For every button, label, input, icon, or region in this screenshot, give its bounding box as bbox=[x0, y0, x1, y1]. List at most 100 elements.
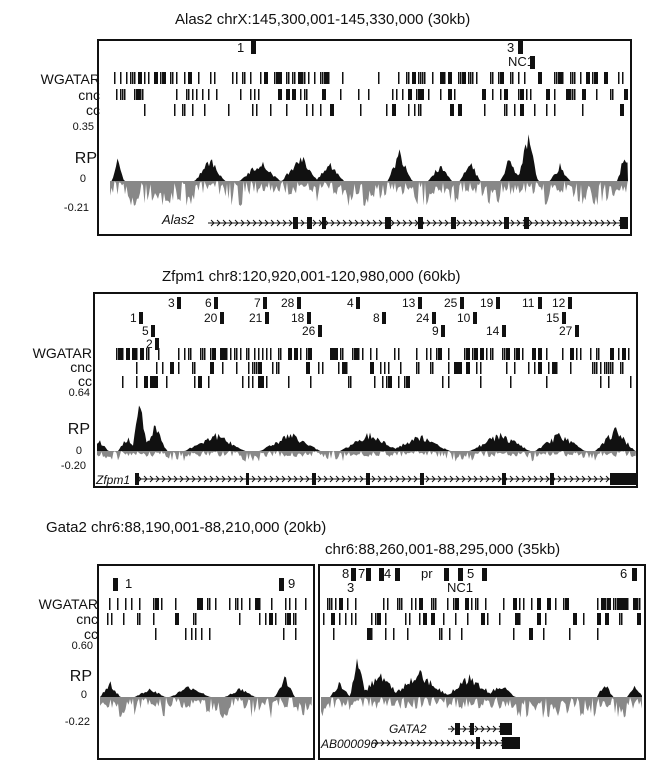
wgatar-mark bbox=[358, 348, 360, 360]
wgatar-mark bbox=[628, 348, 630, 360]
wgatar-mark bbox=[514, 348, 516, 360]
wgatar-mark bbox=[619, 598, 621, 610]
wgatar-mark bbox=[236, 72, 238, 84]
wgatar-mark bbox=[190, 348, 192, 360]
cnc-mark bbox=[466, 362, 470, 374]
cnc-mark bbox=[608, 362, 610, 374]
zfpm1-gene-arrow bbox=[377, 475, 382, 483]
cnc-mark bbox=[120, 89, 122, 100]
alas2-gene-arrow bbox=[444, 219, 449, 227]
wgatar-mark bbox=[146, 348, 148, 360]
alas2-gene-arrow bbox=[396, 219, 401, 227]
wgatar-mark bbox=[416, 348, 418, 360]
alas2-gene-arrow bbox=[540, 219, 545, 227]
gata2-right-rp-positive bbox=[321, 658, 642, 697]
cc-mark bbox=[392, 104, 396, 116]
wgatar-mark bbox=[270, 348, 272, 360]
zfpm1-gene-arrow bbox=[197, 475, 202, 483]
zfpm1-ytick-bottom: -0.20 bbox=[60, 460, 86, 472]
zfpm1-site-mark bbox=[496, 297, 500, 309]
alas2-gene-exon bbox=[451, 217, 456, 229]
zfpm1-gene-arrow bbox=[179, 475, 184, 483]
wgatar-mark bbox=[592, 72, 594, 84]
cc-mark bbox=[414, 104, 416, 116]
cc-mark bbox=[185, 628, 187, 640]
cnc-mark bbox=[416, 89, 418, 100]
zfpm1-cc-label: cc bbox=[78, 373, 92, 389]
cnc-mark bbox=[428, 89, 430, 100]
zfpm1-rp-label: RP bbox=[67, 421, 90, 438]
cc-mark bbox=[330, 104, 334, 116]
alas2-gene-arrow bbox=[252, 219, 257, 227]
wgatar-mark bbox=[292, 72, 294, 84]
cnc-mark bbox=[596, 362, 598, 374]
alas2-gene-arrow bbox=[378, 219, 383, 227]
cnc-mark bbox=[419, 613, 421, 625]
wgatar-mark bbox=[347, 598, 349, 610]
zfpm1-gene-arrow bbox=[539, 475, 544, 483]
cc-mark bbox=[252, 104, 254, 116]
alas2-gene-arrow bbox=[462, 219, 467, 227]
wgatar-mark bbox=[118, 348, 122, 360]
cnc-mark bbox=[526, 89, 528, 100]
cnc-mark bbox=[346, 362, 348, 374]
gata2-site-mark bbox=[482, 568, 487, 581]
wgatar-mark bbox=[637, 598, 639, 610]
wgatar-mark bbox=[453, 598, 455, 610]
gata2-site-pr: pr bbox=[421, 566, 433, 581]
cc-mark bbox=[382, 376, 384, 388]
wgatar-mark bbox=[244, 72, 246, 84]
zfpm1-gene-arrow bbox=[557, 475, 562, 483]
zfpm1-gene-arrow bbox=[305, 475, 310, 483]
wgatar-mark bbox=[625, 598, 627, 610]
cnc-mark bbox=[331, 613, 335, 625]
cc-mark bbox=[449, 628, 451, 640]
wgatar-mark bbox=[519, 598, 521, 610]
zfpm1-site-label: 9 bbox=[432, 324, 439, 338]
zfpm1-gene-arrow bbox=[239, 475, 244, 483]
zfpm1-gene-arrow bbox=[161, 475, 166, 483]
wgatar-mark bbox=[555, 598, 557, 610]
alas2-gene-arrow bbox=[288, 219, 293, 227]
alas2-gene-arrow bbox=[366, 219, 371, 227]
cnc-mark bbox=[556, 362, 558, 374]
wgatar-mark bbox=[314, 72, 316, 84]
wgatar-mark bbox=[300, 348, 302, 360]
wgatar-mark bbox=[116, 348, 118, 360]
cnc-mark bbox=[265, 613, 267, 625]
cnc-mark bbox=[375, 613, 377, 625]
alas2-title: Alas2 chrX:145,300,001-145,330,000 (30kb… bbox=[175, 11, 471, 28]
cnc-mark bbox=[216, 89, 218, 100]
wgatar-mark bbox=[468, 348, 470, 360]
cnc-mark bbox=[518, 89, 520, 100]
wgatar-mark bbox=[175, 598, 177, 610]
cnc-mark bbox=[592, 362, 594, 374]
wgatar-mark bbox=[472, 72, 474, 84]
wgatar-mark bbox=[468, 72, 470, 84]
alas2-gene-arrow bbox=[264, 219, 269, 227]
cnc-mark bbox=[519, 613, 521, 625]
cc-mark bbox=[620, 104, 624, 116]
zfpm1-site-label: 24 bbox=[416, 311, 430, 325]
wgatar-mark bbox=[134, 72, 136, 84]
cnc-mark bbox=[339, 613, 341, 625]
wgatar-mark bbox=[226, 348, 228, 360]
alas2-gene-arrow bbox=[438, 219, 443, 227]
zfpm1-gene-arrow bbox=[143, 475, 148, 483]
cc-mark bbox=[288, 376, 290, 388]
zfpm1-gene-arrow bbox=[479, 475, 484, 483]
cnc-mark bbox=[122, 89, 124, 100]
cnc-mark bbox=[594, 362, 596, 374]
cc-mark bbox=[154, 376, 158, 388]
cnc-mark bbox=[258, 362, 262, 374]
ab000096-gene-arrow bbox=[422, 739, 427, 747]
zfpm1-gene-arrow bbox=[287, 475, 292, 483]
alas2-rp-label: RP bbox=[74, 150, 97, 167]
gata2-ytick-bottom: -0.22 bbox=[64, 716, 90, 728]
gata2-right-rp-negative bbox=[321, 697, 642, 718]
wgatar-mark bbox=[289, 598, 291, 610]
wgatar-mark bbox=[202, 348, 204, 360]
wgatar-mark bbox=[237, 598, 239, 610]
wgatar-mark bbox=[132, 348, 136, 360]
